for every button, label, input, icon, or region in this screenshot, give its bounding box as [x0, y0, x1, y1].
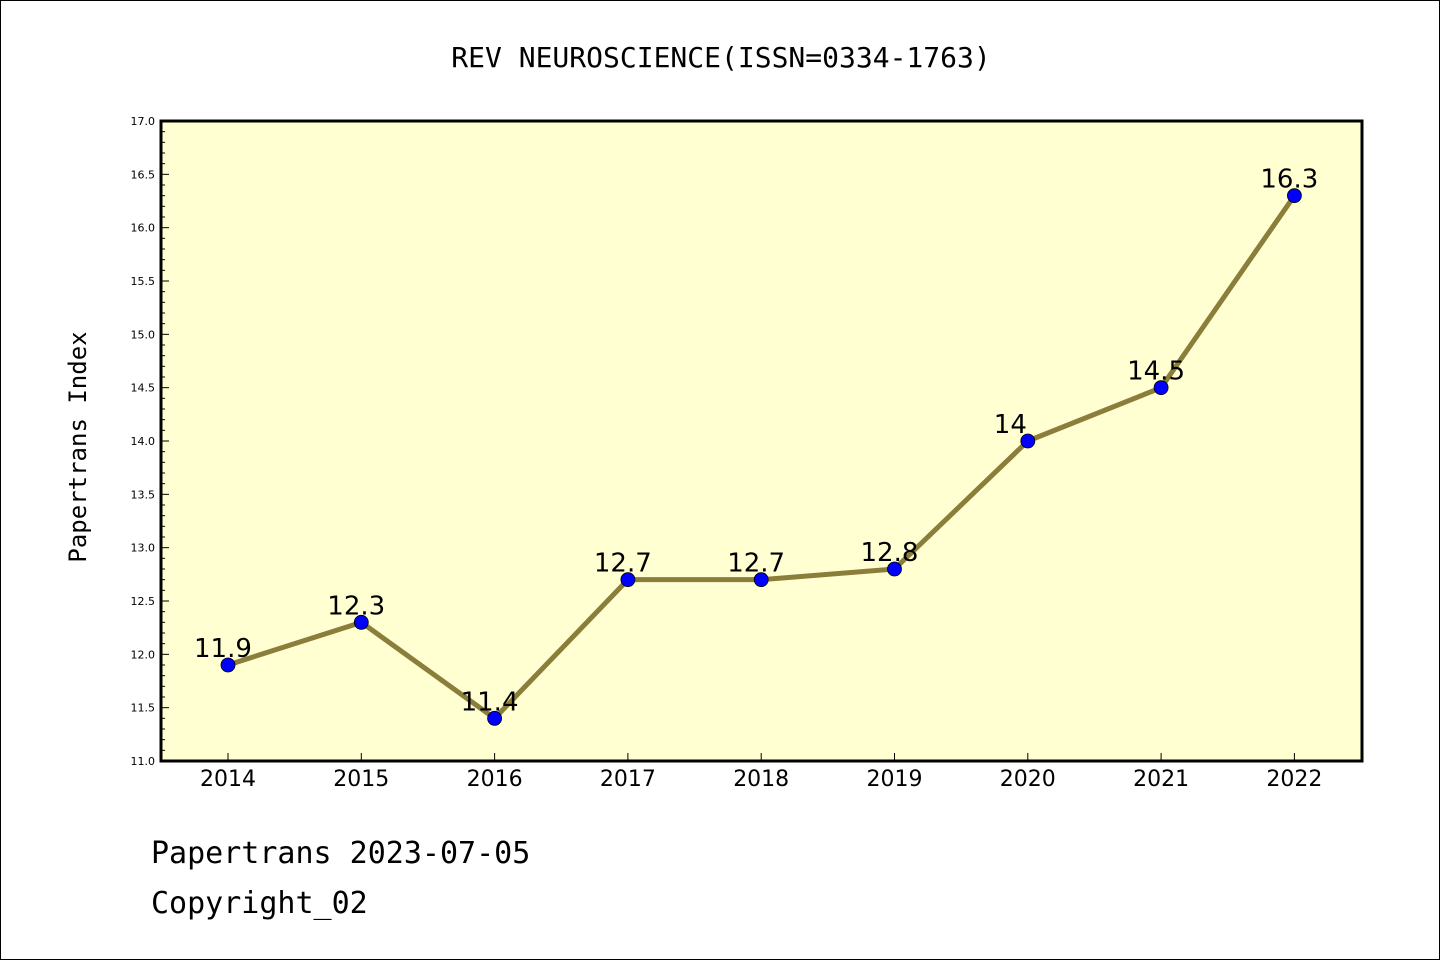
data-label: 14.5 — [1127, 357, 1185, 387]
y-tick-label: 14.0 — [131, 435, 156, 448]
y-tick-label: 15.0 — [131, 328, 156, 341]
y-tick-label: 17.0 — [131, 115, 156, 128]
data-point — [1153, 380, 1169, 396]
y-tick-label: 14.5 — [131, 382, 156, 395]
chart-title: REV NEUROSCIENCE(ISSN=0334-1763) — [451, 41, 990, 74]
data-point — [753, 572, 769, 588]
x-tick-label: 2020 — [1000, 767, 1056, 792]
data-point — [220, 657, 236, 673]
y-tick-label: 12.0 — [131, 648, 156, 661]
y-tick-label: 13.5 — [131, 488, 156, 501]
y-tick-label: 11.0 — [131, 755, 156, 768]
x-tick-label: 2017 — [600, 767, 656, 792]
plot-area — [161, 121, 1362, 761]
x-tick-label: 2019 — [867, 767, 923, 792]
x-tick-label: 2022 — [1266, 767, 1322, 792]
footer-date: Papertrans 2023-07-05 — [151, 836, 531, 871]
y-tick-label: 13.0 — [131, 542, 156, 555]
data-point — [1287, 188, 1302, 204]
data-label: 11.4 — [461, 687, 519, 717]
x-axis: 2014 2015 2016 2017 2018 2019 2020 2021 2022 — [200, 753, 1322, 792]
plot-frame — [159, 119, 1364, 763]
data-point — [487, 710, 503, 726]
series-group: 11.9 12.3 11.4 12.7 12.7 12.8 14 14.5 16.3 — [194, 165, 1318, 726]
data-point — [353, 614, 369, 630]
data-label: 12.7 — [727, 549, 785, 579]
y-axis-label: Papertrans Index — [64, 331, 92, 562]
data-label: 12.8 — [861, 538, 919, 568]
data-point — [1020, 433, 1036, 449]
data-point — [620, 572, 636, 588]
y-tick-label: 16.0 — [131, 222, 156, 235]
y-tick-label: 15.5 — [131, 275, 156, 288]
data-label: 16.3 — [1260, 165, 1318, 195]
data-label: 12.7 — [594, 549, 652, 579]
x-tick-label: 2018 — [733, 767, 789, 792]
y-tick-label: 11.5 — [131, 702, 156, 715]
data-label: 14 — [994, 410, 1027, 440]
x-tick-label: 2014 — [200, 767, 256, 792]
y-axis: 11.0 11.5 12.0 12.5 13.0 13.5 14.0 14.5 15.0 15.5… — [131, 115, 169, 768]
x-tick-label: 2021 — [1133, 767, 1189, 792]
data-label: 12.3 — [327, 591, 385, 621]
x-tick-label: 2015 — [333, 767, 389, 792]
x-tick-label: 2016 — [467, 767, 523, 792]
y-tick-label: 12.5 — [131, 595, 156, 608]
footer-copyright: Copyright_02 — [151, 886, 368, 921]
y-tick-label: 16.5 — [131, 168, 156, 181]
data-label: 11.9 — [194, 634, 252, 664]
data-point — [887, 561, 902, 577]
